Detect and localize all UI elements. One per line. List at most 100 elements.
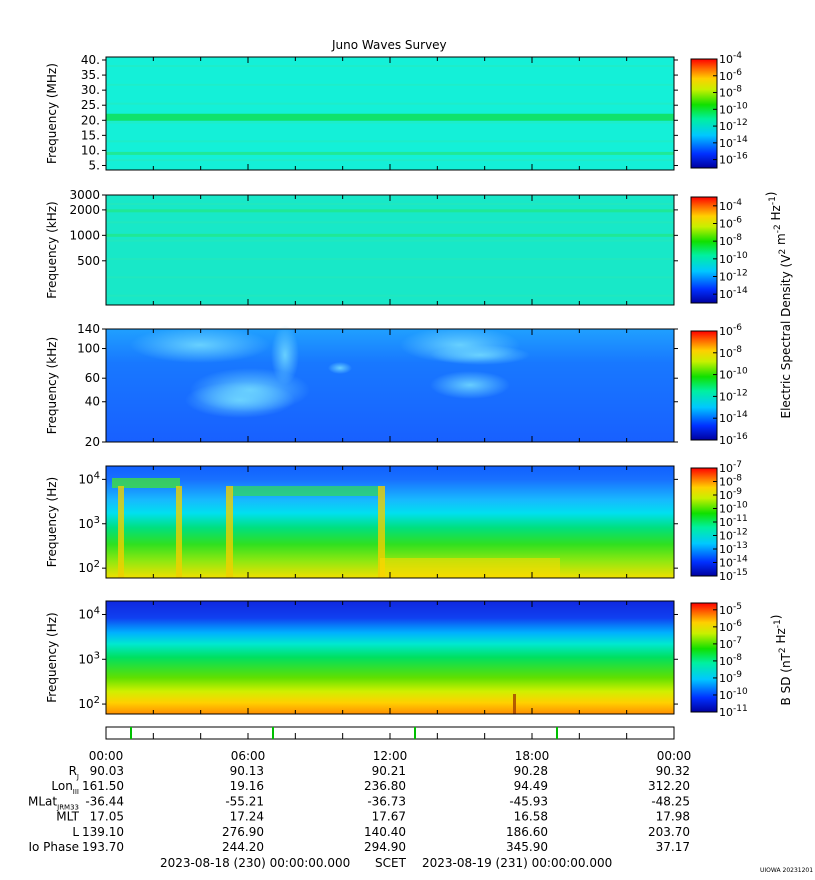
burst-feature — [378, 486, 385, 578]
time-tick-label: 12:00 — [373, 749, 408, 763]
y-tick-label: 103 — [78, 650, 100, 666]
colorbar-tick-label: 10-8 — [719, 474, 742, 489]
row-value: 345.90 — [506, 840, 548, 854]
figure-title: Juno Waves Survey — [332, 38, 447, 52]
colorbar-scale — [690, 330, 718, 441]
time-tick-label: 00:00 — [657, 749, 692, 763]
y-axis-label: Frequency (kHz) — [45, 201, 59, 298]
band-texture — [106, 221, 674, 224]
row-label: MLT — [56, 810, 79, 824]
row-value: -55.21 — [225, 794, 264, 808]
band-texture — [106, 276, 674, 279]
row-value: -36.44 — [85, 794, 124, 808]
row-value: 161.50 — [82, 779, 124, 793]
emission-band — [106, 151, 674, 155]
time-strip — [105, 726, 675, 740]
row-value: -48.25 — [651, 794, 690, 808]
row-value: 37.17 — [656, 840, 690, 854]
row-value: 186.60 — [506, 825, 548, 839]
colorbar-2: 10-4 10-6 10-8 10-10 10-12 10-14 — [690, 196, 748, 304]
time-tick-label: 06:00 — [231, 749, 266, 763]
colorbar-scale — [690, 58, 718, 169]
emission-band — [106, 209, 674, 213]
y-tick-label: 10. — [81, 143, 100, 157]
row-value: 90.32 — [656, 764, 690, 778]
emission-feature — [430, 371, 510, 399]
row-label: MLatJRM33 — [28, 794, 79, 811]
colorbar-tick-label: 10-10 — [719, 367, 748, 382]
colorbar-3: 10-6 10-8 10-10 10-12 10-14 10-16 — [690, 323, 748, 447]
row-value: 140.40 — [364, 825, 406, 839]
colorbar-tick-label: 10-10 — [719, 251, 748, 266]
y-tick-label: 104 — [78, 605, 100, 621]
colorbar-tick-label: 10-4 — [719, 198, 742, 213]
row-label: RJ — [69, 764, 79, 781]
row-value: 17.67 — [372, 810, 406, 824]
y-tick-label: 5. — [89, 158, 100, 172]
emission-band — [106, 113, 674, 121]
y-tick-label: 35. — [81, 68, 100, 82]
time-tick-label: 00:00 — [89, 749, 124, 763]
row-label: LonIII — [51, 779, 79, 796]
band-texture — [106, 258, 674, 260]
panel-1: 5.10.15.20.25.30.35.40. Frequency (MHz) — [45, 53, 678, 172]
emission-feature — [430, 345, 530, 365]
y-tick-label: 103 — [78, 515, 100, 531]
row-label: L — [72, 825, 79, 839]
colorbar-tick-label: 10-8 — [719, 653, 742, 668]
row-value: 90.21 — [372, 764, 406, 778]
band-texture — [106, 121, 674, 124]
row-value: -36.73 — [367, 794, 406, 808]
colorbar-tick-label: 10-11 — [719, 704, 748, 719]
y-tick-label: 102 — [78, 695, 100, 711]
colorbar-tick-label: 10-16 — [719, 152, 748, 167]
band-texture — [106, 65, 674, 67]
y-tick-label: 15. — [81, 128, 100, 142]
footer-credit: UIOWA 20231201 — [760, 867, 814, 874]
heatmap-background — [106, 195, 674, 305]
y-axis-label: Frequency (MHz) — [45, 63, 59, 164]
row-value: 17.98 — [656, 810, 690, 824]
footer-start: 2023-08-18 (230) 00:00:00.000 — [160, 856, 351, 870]
footer-end: 2023-08-19 (231) 00:00:00.000 — [422, 856, 613, 870]
colorbar-tick-label: 10-6 — [719, 323, 742, 338]
colorbar-tick-label: 10-6 — [719, 216, 742, 231]
colorbar-tick-label: 10-6 — [719, 68, 742, 83]
y-tick-label: 2000 — [69, 203, 100, 217]
emission-feature — [271, 325, 299, 385]
heatmap-background — [106, 57, 674, 170]
colorbar-tick-label: 10-15 — [719, 568, 748, 583]
y-axis-label: Frequency (kHz) — [45, 337, 59, 434]
colorbar-tick-label: 10-6 — [719, 619, 742, 634]
heatmap-background — [106, 601, 674, 714]
y-tick-label: 3000 — [69, 188, 100, 202]
burst-feature — [118, 486, 124, 578]
colorbar-tick-label: 10-8 — [719, 345, 742, 360]
band-texture — [106, 239, 674, 242]
emission-feature — [112, 478, 180, 488]
y-tick-label: 40. — [81, 53, 100, 67]
y-tick-label: 1000 — [69, 228, 100, 242]
row-label: Io Phase — [28, 840, 79, 854]
footer-scet: SCET — [375, 856, 406, 870]
burst-feature — [176, 486, 182, 578]
colorbar-tick-label: 10-12 — [719, 269, 748, 284]
colorbar-tick-label: 10-14 — [719, 555, 748, 570]
colorbar-tick-label: 10-10 — [719, 101, 748, 116]
orbit-table: 00:00 06:00 12:00 18:00 00:00 RJ 90.03 90.13 90.… — [28, 749, 691, 854]
emission-feature — [232, 486, 380, 496]
colorbar-tick-label: 10-8 — [719, 85, 742, 100]
colorbar-tick-label: 10-9 — [719, 487, 742, 502]
spike-feature — [513, 694, 516, 714]
y-tick-label: 60 — [85, 371, 100, 385]
y-axis-label: Frequency (Hz) — [45, 477, 59, 568]
row-value: 17.24 — [230, 810, 264, 824]
band-texture — [106, 140, 674, 143]
y-tick-label: 140 — [77, 322, 100, 336]
row-value: -45.93 — [509, 794, 548, 808]
colorbar-scale — [690, 467, 718, 577]
row-value: 90.03 — [90, 764, 124, 778]
row-value: 236.80 — [364, 779, 406, 793]
